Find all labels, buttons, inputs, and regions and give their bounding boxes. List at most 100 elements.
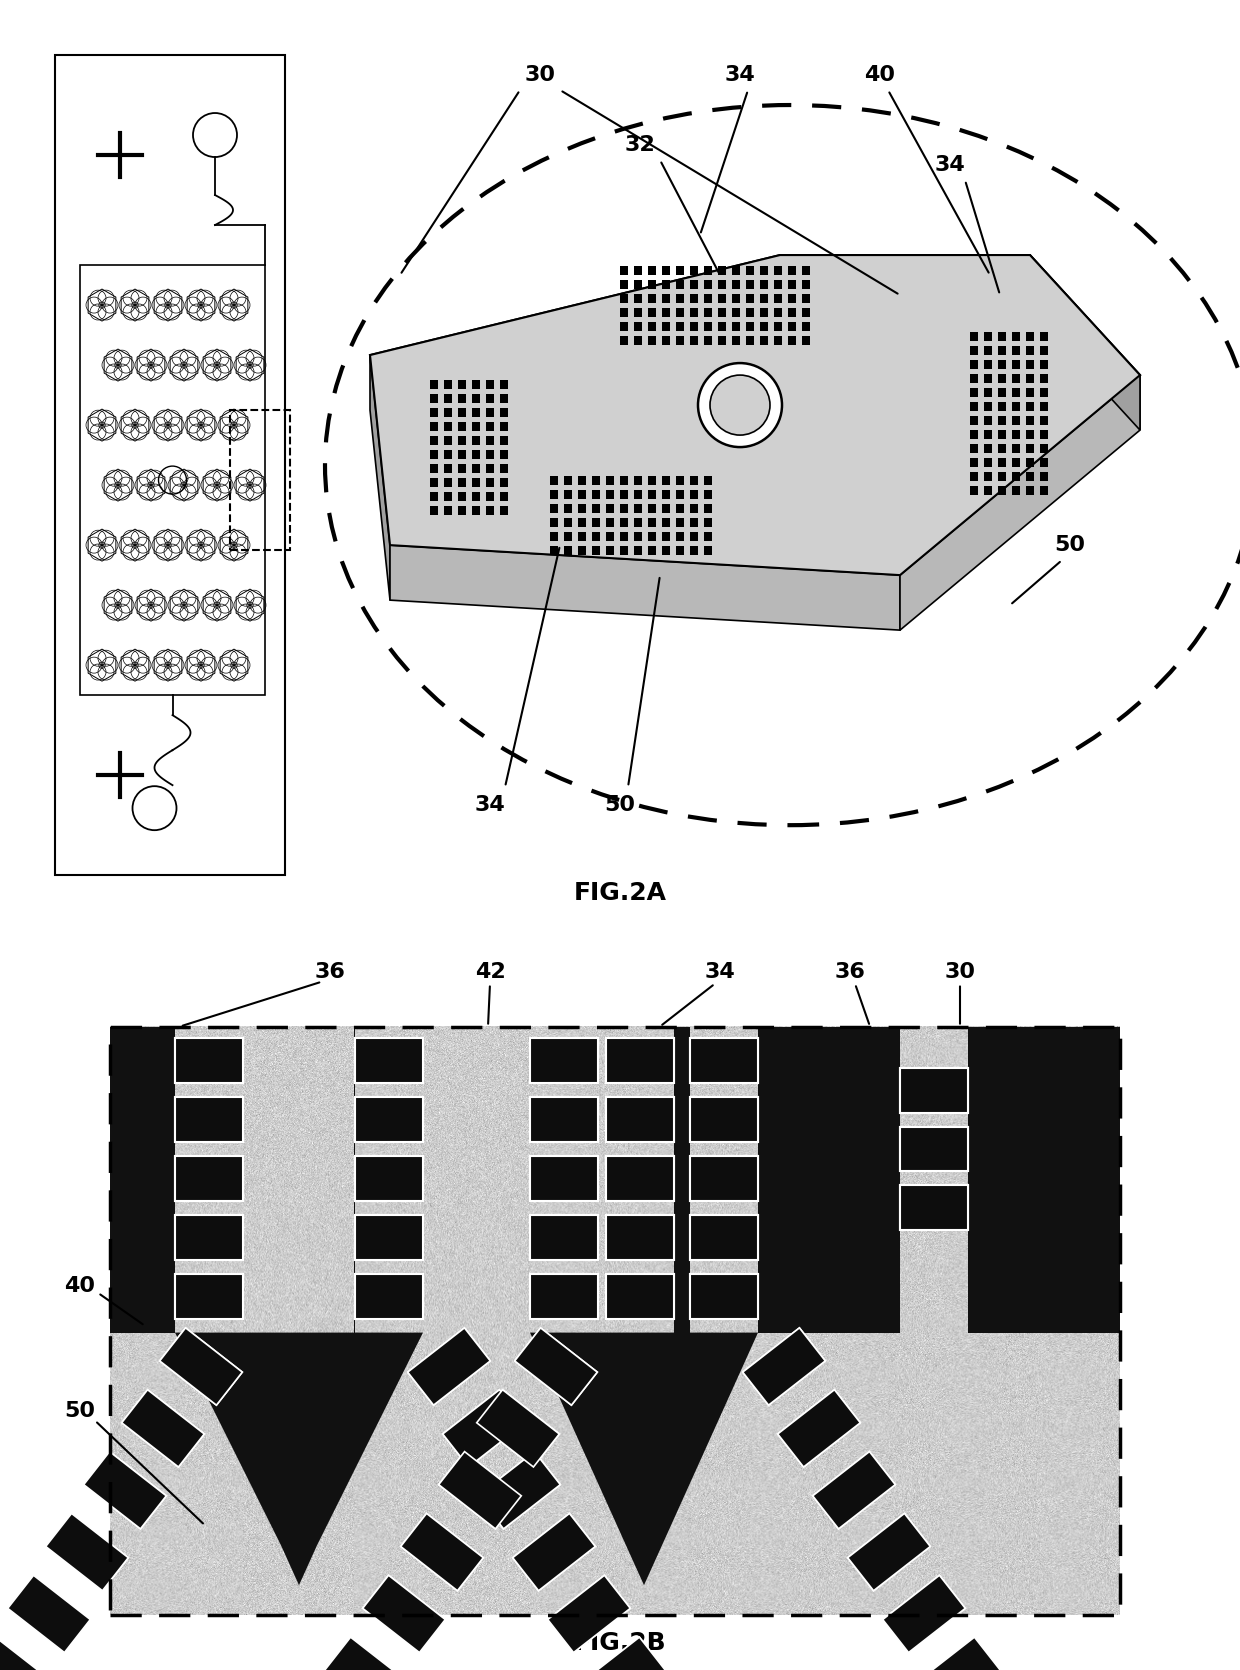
- Polygon shape: [122, 650, 149, 681]
- Bar: [175, 1214, 243, 1259]
- Bar: [620, 307, 627, 317]
- Bar: [704, 322, 712, 331]
- Bar: [676, 266, 684, 276]
- Bar: [883, 1575, 965, 1653]
- Bar: [486, 394, 494, 402]
- Bar: [774, 307, 782, 317]
- Polygon shape: [370, 256, 1140, 574]
- Bar: [634, 518, 642, 528]
- Text: 36: 36: [315, 962, 346, 982]
- Bar: [458, 451, 466, 459]
- Polygon shape: [122, 529, 149, 561]
- Bar: [578, 476, 587, 484]
- Bar: [620, 533, 627, 541]
- Bar: [662, 518, 670, 528]
- Polygon shape: [104, 590, 131, 621]
- Bar: [634, 281, 642, 289]
- Polygon shape: [236, 590, 264, 621]
- Bar: [985, 402, 992, 411]
- Bar: [472, 451, 480, 459]
- Circle shape: [711, 376, 770, 436]
- Polygon shape: [122, 409, 149, 441]
- Bar: [578, 546, 587, 554]
- Bar: [676, 307, 684, 317]
- Bar: [746, 336, 754, 346]
- Bar: [500, 436, 508, 446]
- Bar: [529, 1097, 598, 1142]
- Bar: [439, 1451, 521, 1528]
- Bar: [443, 1389, 526, 1466]
- Bar: [458, 493, 466, 501]
- Bar: [704, 476, 712, 484]
- Bar: [998, 486, 1006, 494]
- Bar: [564, 546, 572, 554]
- Bar: [689, 518, 698, 528]
- Bar: [676, 489, 684, 499]
- Bar: [1040, 346, 1048, 356]
- Bar: [732, 294, 740, 302]
- Bar: [634, 307, 642, 317]
- Bar: [1040, 402, 1048, 411]
- Text: 30: 30: [525, 65, 556, 85]
- Bar: [802, 266, 810, 276]
- Bar: [970, 361, 978, 369]
- Bar: [970, 374, 978, 382]
- Polygon shape: [154, 529, 182, 561]
- Bar: [689, 546, 698, 554]
- Bar: [160, 1328, 242, 1404]
- Bar: [634, 476, 642, 484]
- Polygon shape: [221, 289, 248, 321]
- Bar: [472, 506, 480, 514]
- Bar: [175, 1274, 243, 1319]
- Bar: [458, 407, 466, 418]
- Bar: [689, 1039, 758, 1084]
- Bar: [802, 307, 810, 317]
- Bar: [1040, 458, 1048, 468]
- Bar: [1040, 444, 1048, 453]
- Text: 40: 40: [64, 1276, 95, 1296]
- Bar: [512, 1513, 595, 1592]
- Bar: [500, 423, 508, 431]
- Bar: [718, 336, 725, 346]
- Bar: [634, 504, 642, 513]
- Bar: [430, 451, 438, 459]
- Bar: [634, 533, 642, 541]
- Bar: [662, 489, 670, 499]
- Bar: [175, 1097, 243, 1142]
- Bar: [408, 1328, 490, 1404]
- Bar: [7, 1575, 91, 1653]
- Bar: [1025, 458, 1034, 468]
- Bar: [439, 1451, 521, 1528]
- Bar: [777, 1389, 861, 1466]
- Bar: [918, 1637, 1001, 1670]
- Bar: [689, 336, 698, 346]
- Polygon shape: [236, 469, 264, 501]
- Bar: [689, 1097, 758, 1142]
- Bar: [1025, 332, 1034, 341]
- Bar: [634, 336, 642, 346]
- Bar: [787, 322, 796, 331]
- Polygon shape: [170, 590, 198, 621]
- Bar: [760, 281, 768, 289]
- Bar: [175, 1214, 243, 1259]
- Bar: [970, 458, 978, 468]
- Polygon shape: [187, 650, 215, 681]
- Bar: [970, 444, 978, 453]
- Bar: [606, 476, 614, 484]
- Bar: [606, 1097, 675, 1142]
- Bar: [848, 1513, 930, 1592]
- Bar: [1012, 486, 1021, 494]
- Bar: [704, 281, 712, 289]
- Bar: [606, 1039, 675, 1084]
- Bar: [704, 336, 712, 346]
- Bar: [578, 504, 587, 513]
- Bar: [689, 266, 698, 276]
- Bar: [634, 322, 642, 331]
- Text: 34: 34: [724, 65, 755, 85]
- Polygon shape: [370, 256, 1140, 574]
- Bar: [564, 476, 572, 484]
- Bar: [1040, 486, 1048, 494]
- Bar: [676, 504, 684, 513]
- Bar: [998, 387, 1006, 397]
- Bar: [458, 436, 466, 446]
